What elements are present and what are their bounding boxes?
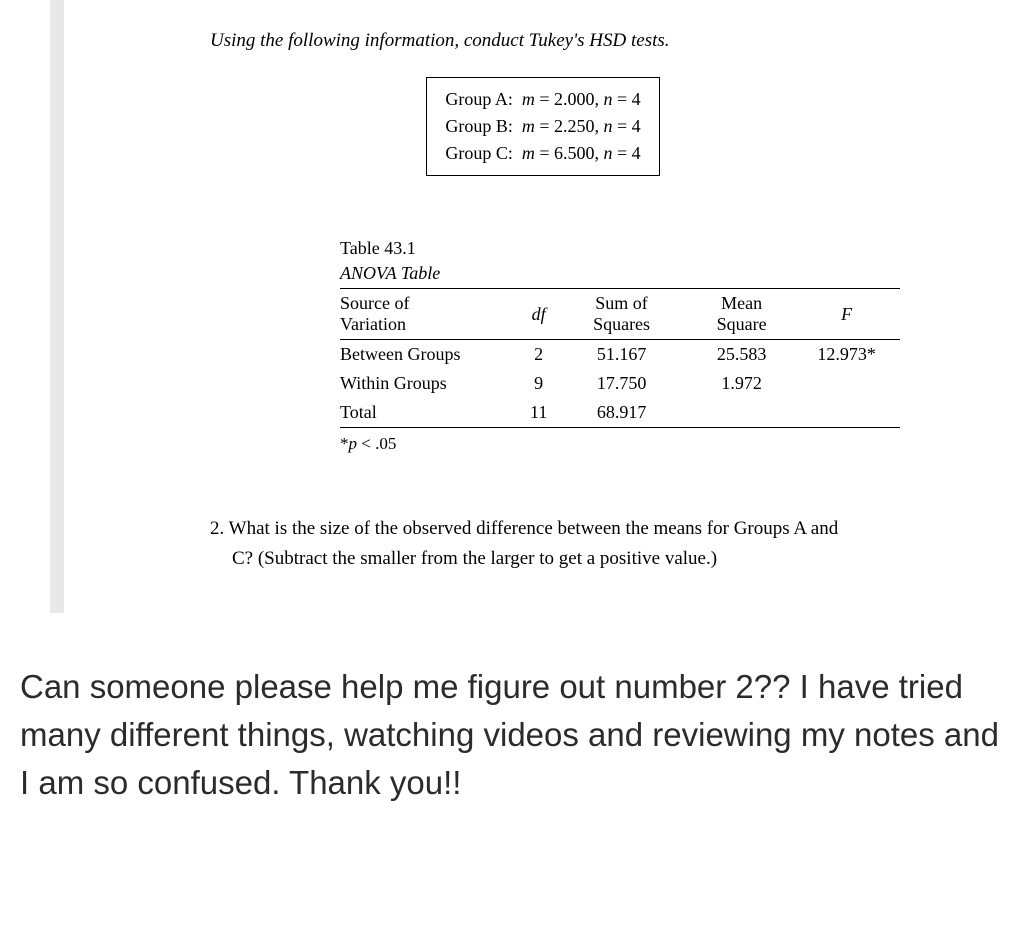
question-number: 2.: [210, 518, 224, 539]
cell-ms: 25.583: [690, 340, 803, 370]
col-ss-text: Sum of Squares: [582, 293, 662, 335]
question-2: 2. What is the size of the observed diff…: [210, 514, 910, 573]
footnote-star: *: [340, 434, 349, 453]
n-value: 4: [632, 116, 641, 136]
margin-stripe: [50, 484, 64, 613]
cell-ss: 17.750: [563, 369, 690, 398]
cell-df: 11: [524, 398, 563, 428]
m-symbol: m: [522, 143, 535, 163]
anova-table: Source of Variation df Sum of Squares Me…: [340, 288, 900, 428]
scan-page-1: Using the following information, conduct…: [0, 0, 1036, 484]
n-value: 4: [632, 89, 641, 109]
col-ms: Mean Square: [690, 289, 803, 340]
table-header-row: Source of Variation df Sum of Squares Me…: [340, 289, 900, 340]
margin-stripe: [50, 0, 64, 484]
m-value: 2.000: [554, 89, 595, 109]
group-label: Group C:: [445, 140, 513, 167]
user-comment: Can someone please help me figure out nu…: [0, 613, 1036, 847]
footnote-rest: < .05: [357, 434, 396, 453]
m-symbol: m: [522, 116, 535, 136]
cell-df: 9: [524, 369, 563, 398]
table-row: Within Groups 9 17.750 1.972: [340, 369, 900, 398]
table-row: Total 11 68.917: [340, 398, 900, 428]
cell-ss: 68.917: [563, 398, 690, 428]
m-value: 6.500: [554, 143, 595, 163]
col-ms-text: Mean Square: [707, 293, 777, 335]
col-df: df: [524, 289, 563, 340]
group-label: Group B:: [445, 113, 513, 140]
col-f: F: [803, 289, 900, 340]
col-source: Source of Variation: [340, 289, 524, 340]
n-symbol: n: [604, 143, 613, 163]
question-line2: C? (Subtract the smaller from the larger…: [232, 544, 717, 573]
instruction-text: Using the following information, conduct…: [210, 30, 996, 52]
group-label: Group A:: [445, 86, 513, 113]
question-line1: What is the size of the observed differe…: [224, 518, 838, 539]
group-row: Group B: m = 2.250, n = 4: [445, 113, 640, 140]
cell-f: [803, 398, 900, 428]
col-source-text: Source of Variation: [340, 293, 450, 335]
cell-source: Between Groups: [340, 340, 524, 370]
table-title: ANOVA Table: [340, 261, 900, 286]
cell-source: Total: [340, 398, 524, 428]
n-value: 4: [632, 143, 641, 163]
m-value: 2.250: [554, 116, 595, 136]
cell-ms: 1.972: [690, 369, 803, 398]
table-footnote: *p < .05: [340, 434, 900, 454]
group-info-box: Group A: m = 2.000, n = 4 Group B: m = 2…: [426, 77, 659, 176]
footnote-p: p: [349, 434, 358, 453]
m-symbol: m: [522, 89, 535, 109]
anova-table-wrap: Table 43.1 ANOVA Table Source of Variati…: [340, 236, 900, 454]
col-ss: Sum of Squares: [563, 289, 690, 340]
n-symbol: n: [604, 116, 613, 136]
cell-ms: [690, 398, 803, 428]
cell-source: Within Groups: [340, 369, 524, 398]
group-row: Group A: m = 2.000, n = 4: [445, 86, 640, 113]
table-row: Between Groups 2 51.167 25.583 12.973*: [340, 340, 900, 370]
group-row: Group C: m = 6.500, n = 4: [445, 140, 640, 167]
cell-f: 12.973*: [803, 340, 900, 370]
n-symbol: n: [604, 89, 613, 109]
cell-ss: 51.167: [563, 340, 690, 370]
table-caption: Table 43.1 ANOVA Table: [340, 236, 900, 286]
scan-page-2: 2. What is the size of the observed diff…: [0, 484, 1036, 613]
cell-f: [803, 369, 900, 398]
table-number: Table 43.1: [340, 236, 900, 261]
cell-df: 2: [524, 340, 563, 370]
